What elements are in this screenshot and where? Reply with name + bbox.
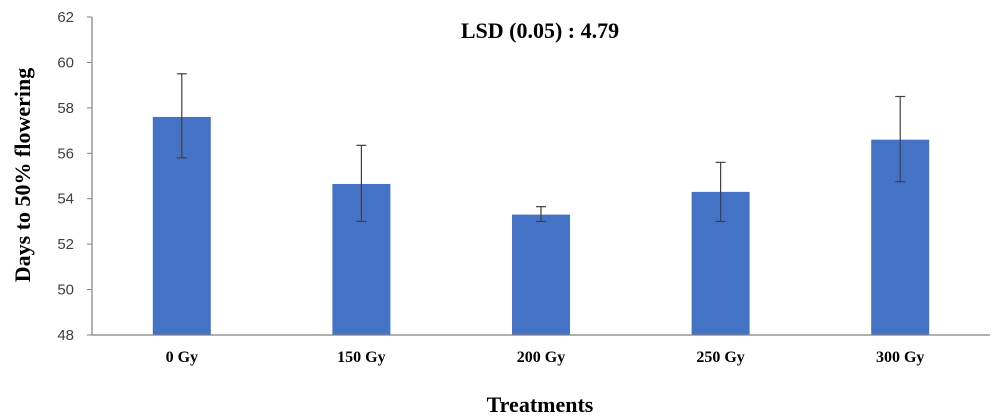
x-tick-label: 150 Gy xyxy=(337,349,385,366)
y-tick-label: 60 xyxy=(57,54,74,71)
x-tick-label: 0 Gy xyxy=(166,349,198,366)
y-tick-label: 54 xyxy=(57,191,74,208)
x-axis-labels: 0 Gy 150 Gy 200 Gy 250 Gy 300 Gy xyxy=(166,349,925,366)
error-bars xyxy=(176,73,906,223)
x-axis-title: Treatments xyxy=(487,392,594,417)
bar xyxy=(512,214,570,335)
y-axis-title: Days to 50% flowering xyxy=(10,68,35,282)
y-tick-label: 52 xyxy=(57,236,74,253)
y-tick-label: 50 xyxy=(57,282,74,299)
y-tick-label: 48 xyxy=(57,327,74,344)
x-tick-label: 200 Gy xyxy=(517,349,565,366)
x-tick-label: 300 Gy xyxy=(876,349,924,366)
bars xyxy=(152,116,930,335)
x-tick-label: 250 Gy xyxy=(696,349,744,366)
chart-title: LSD (0.05) : 4.79 xyxy=(461,18,619,43)
y-axis-ticks: 48 50 52 54 56 58 60 62 xyxy=(57,9,92,344)
y-tick-label: 58 xyxy=(57,100,74,117)
y-tick-label: 56 xyxy=(57,145,74,162)
y-tick-label: 62 xyxy=(57,9,74,26)
